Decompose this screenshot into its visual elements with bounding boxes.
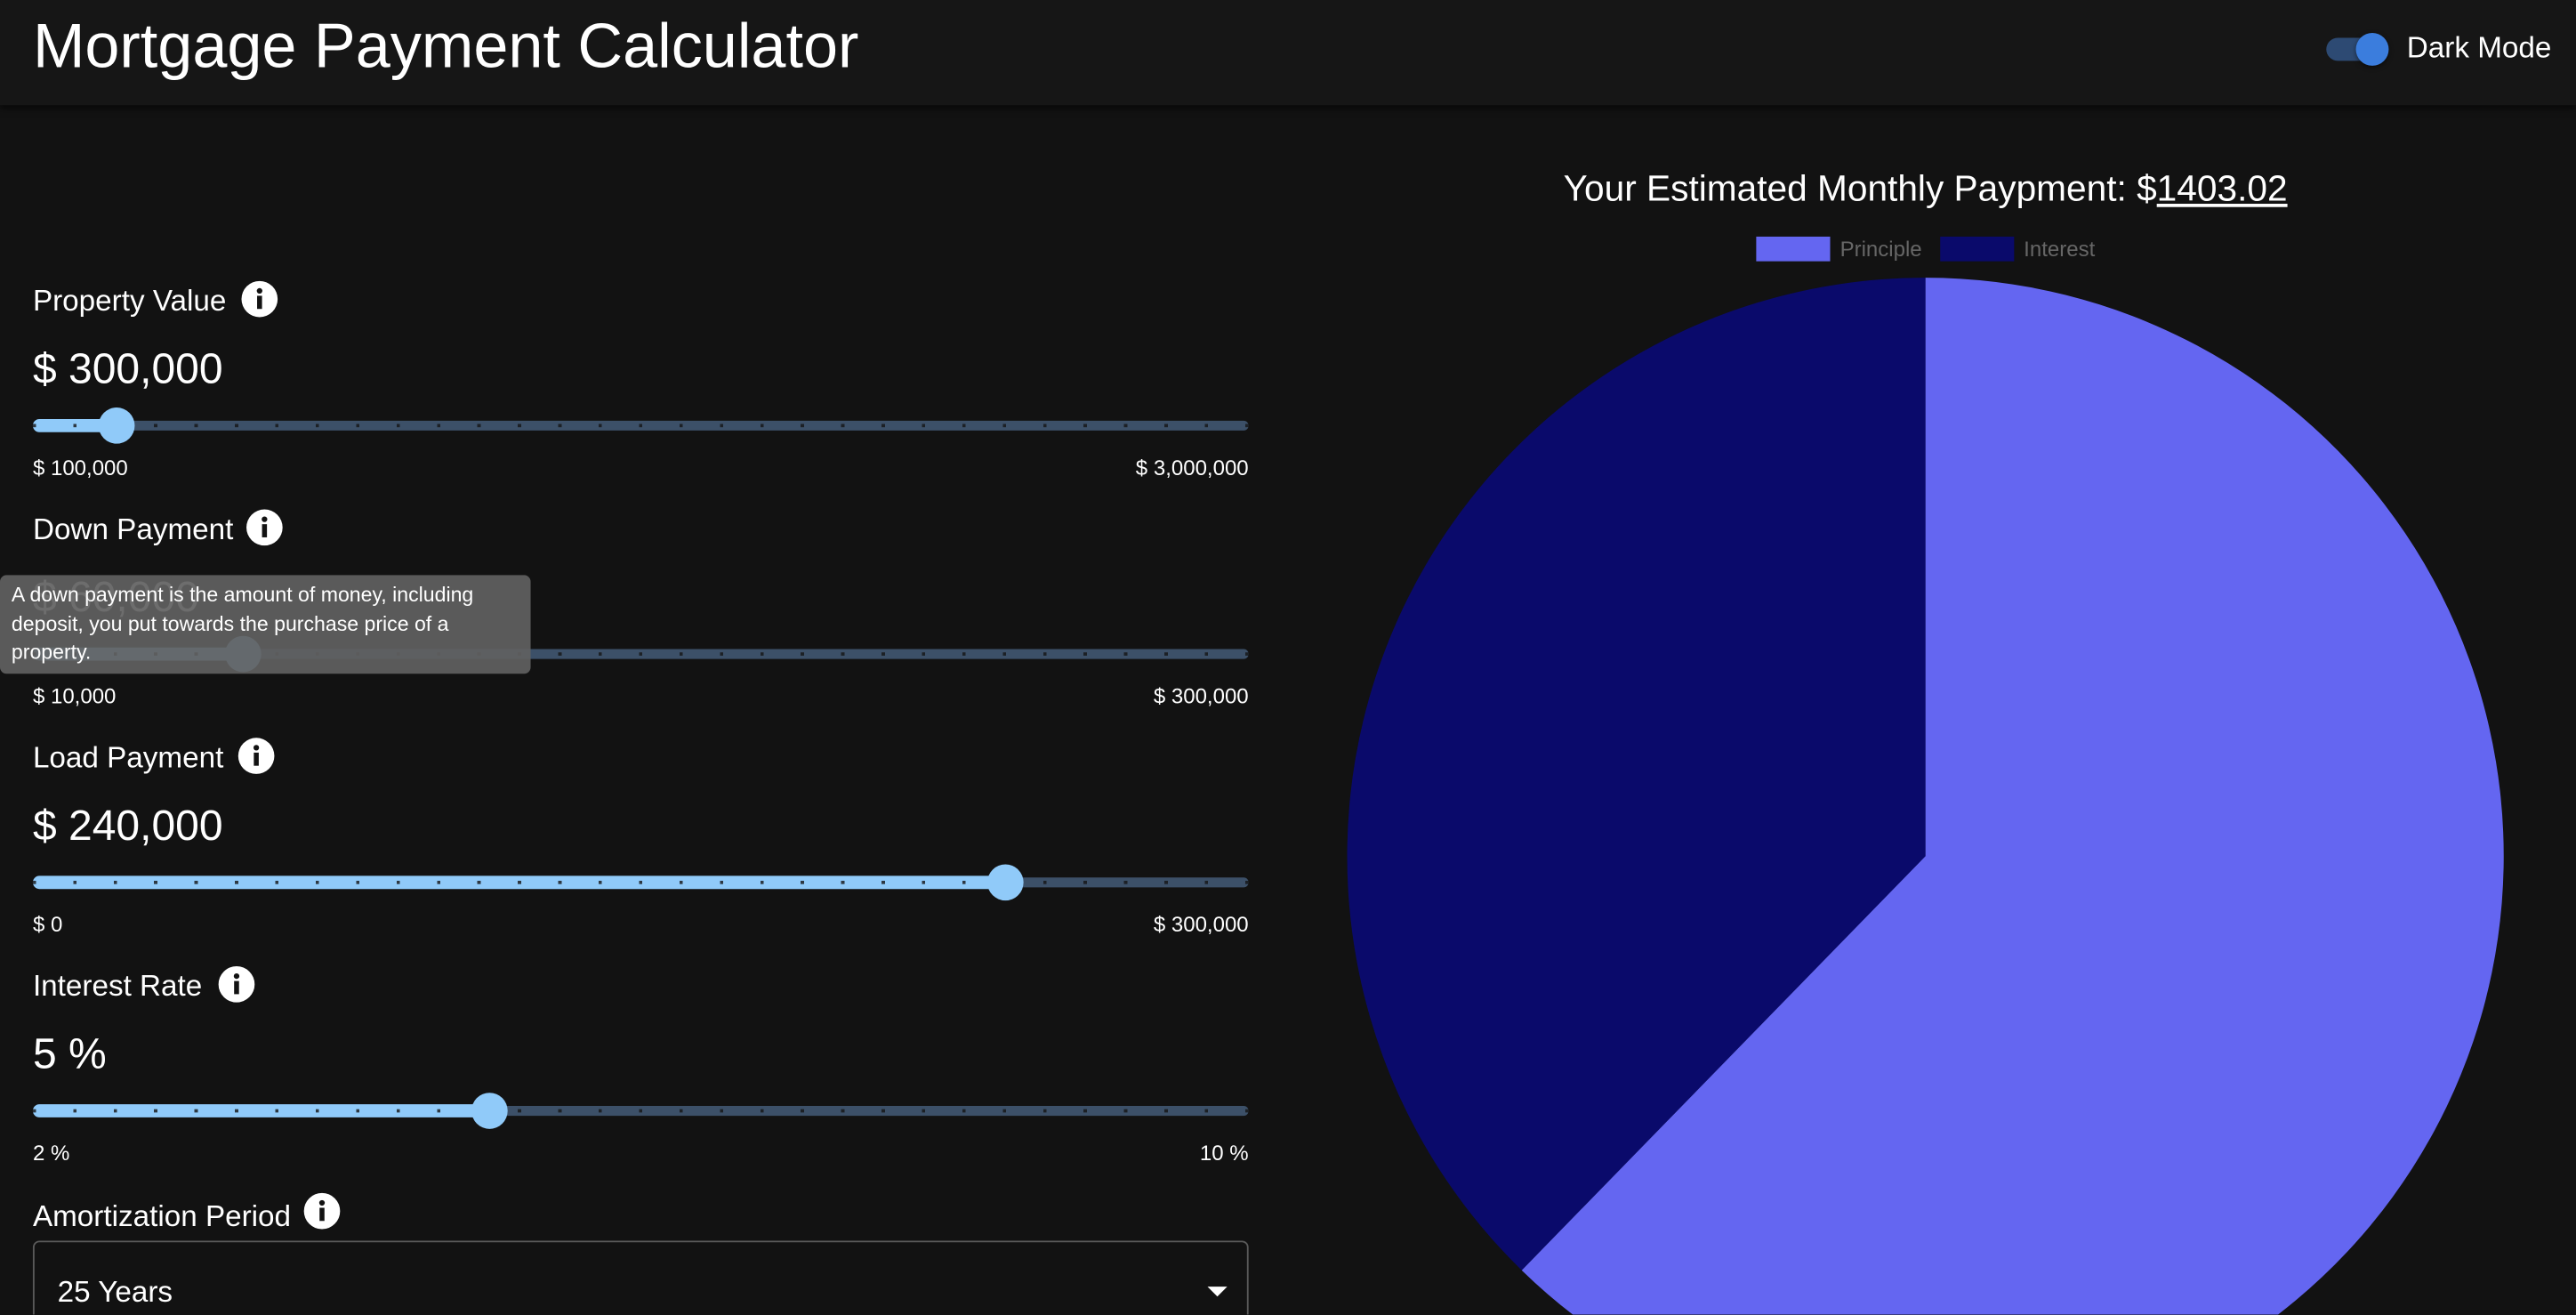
app-title: Mortgage Payment Calculator xyxy=(32,12,859,83)
legend-swatch xyxy=(1756,236,1831,262)
slider-field: Property Value $ 300,000 $ 100,000 $ 3,000,… xyxy=(32,271,1249,485)
app-bar: Mortgage Payment Calculator Dark Mode xyxy=(0,0,2576,106)
info-stem xyxy=(234,980,239,995)
field-label: Property Value xyxy=(32,284,227,318)
pie-slice xyxy=(1347,278,1926,1271)
field-value: $ 240,000 xyxy=(32,800,223,850)
info-icon[interactable] xyxy=(217,964,256,1004)
pie-slice xyxy=(1521,278,2504,1315)
slider-min: $ 10,000 xyxy=(32,683,117,709)
slider-min: $ 100,000 xyxy=(32,455,128,480)
switch-label[interactable]: Dark Mode xyxy=(2406,31,2552,65)
slider-field: Interest Rate 5 % 2 % 10 % xyxy=(32,956,1249,1170)
slider-thumb[interactable] xyxy=(98,407,135,444)
slider-max: 10 % xyxy=(1199,1140,1249,1166)
field-label: Load Payment xyxy=(32,740,224,774)
slider-ticks xyxy=(32,1109,1249,1113)
info-dot xyxy=(253,745,260,751)
slider[interactable] xyxy=(32,864,1249,901)
info-icon[interactable] xyxy=(240,279,279,319)
slider-min: $ 0 xyxy=(32,912,63,937)
legend-label: Principle xyxy=(1839,236,1922,262)
info-dot xyxy=(233,972,240,980)
slider[interactable] xyxy=(32,407,1249,444)
slider-max: $ 300,000 xyxy=(1153,683,1249,709)
tooltip: A down payment is the amount of money, i… xyxy=(0,575,531,674)
chart-title-text: Your Estimated Monthly Paypment: $ xyxy=(1563,167,2157,209)
slider-thumb[interactable] xyxy=(987,864,1024,901)
switch-thumb xyxy=(2355,32,2389,66)
slider-ticks xyxy=(32,424,1249,428)
slider-ticks xyxy=(32,652,1249,656)
payment-amount: 1403.02 xyxy=(2156,167,2288,209)
info-dot xyxy=(262,516,268,522)
slider-field: Load Payment $ 240,000 $ 0 $ 300,000 xyxy=(32,728,1249,941)
legend-label: Interest xyxy=(2024,236,2096,262)
field-value: 5 % xyxy=(32,1029,107,1078)
chart-title: Your Estimated Monthly Paypment: $1403.0… xyxy=(0,167,2576,210)
field-label: Amortization Period xyxy=(32,1199,292,1233)
info-stem xyxy=(257,295,262,310)
field-label: Down Payment xyxy=(32,512,234,546)
info-icon[interactable] xyxy=(237,736,276,775)
slider-max: $ 300,000 xyxy=(1153,912,1249,937)
slider-min: 2 % xyxy=(32,1140,70,1166)
slider[interactable] xyxy=(32,1093,1249,1129)
info-icon[interactable] xyxy=(302,1191,342,1230)
slider-max: $ 3,000,000 xyxy=(1135,455,1249,480)
slider-thumb[interactable] xyxy=(471,1093,507,1129)
select[interactable]: 25 Years xyxy=(32,1240,1249,1315)
dark-mode-switch[interactable] xyxy=(2326,32,2392,66)
legend-swatch xyxy=(1939,236,2015,262)
info-icon[interactable] xyxy=(245,508,284,547)
select-value: 25 Years xyxy=(57,1275,173,1309)
field-label: Interest Rate xyxy=(32,969,203,1003)
info-stem xyxy=(262,524,268,537)
slider-ticks xyxy=(32,880,1249,884)
info-stem xyxy=(254,752,259,766)
info-dot xyxy=(256,287,262,294)
dropdown-arrow xyxy=(1207,1287,1228,1297)
field-value: $ 300,000 xyxy=(32,343,223,393)
